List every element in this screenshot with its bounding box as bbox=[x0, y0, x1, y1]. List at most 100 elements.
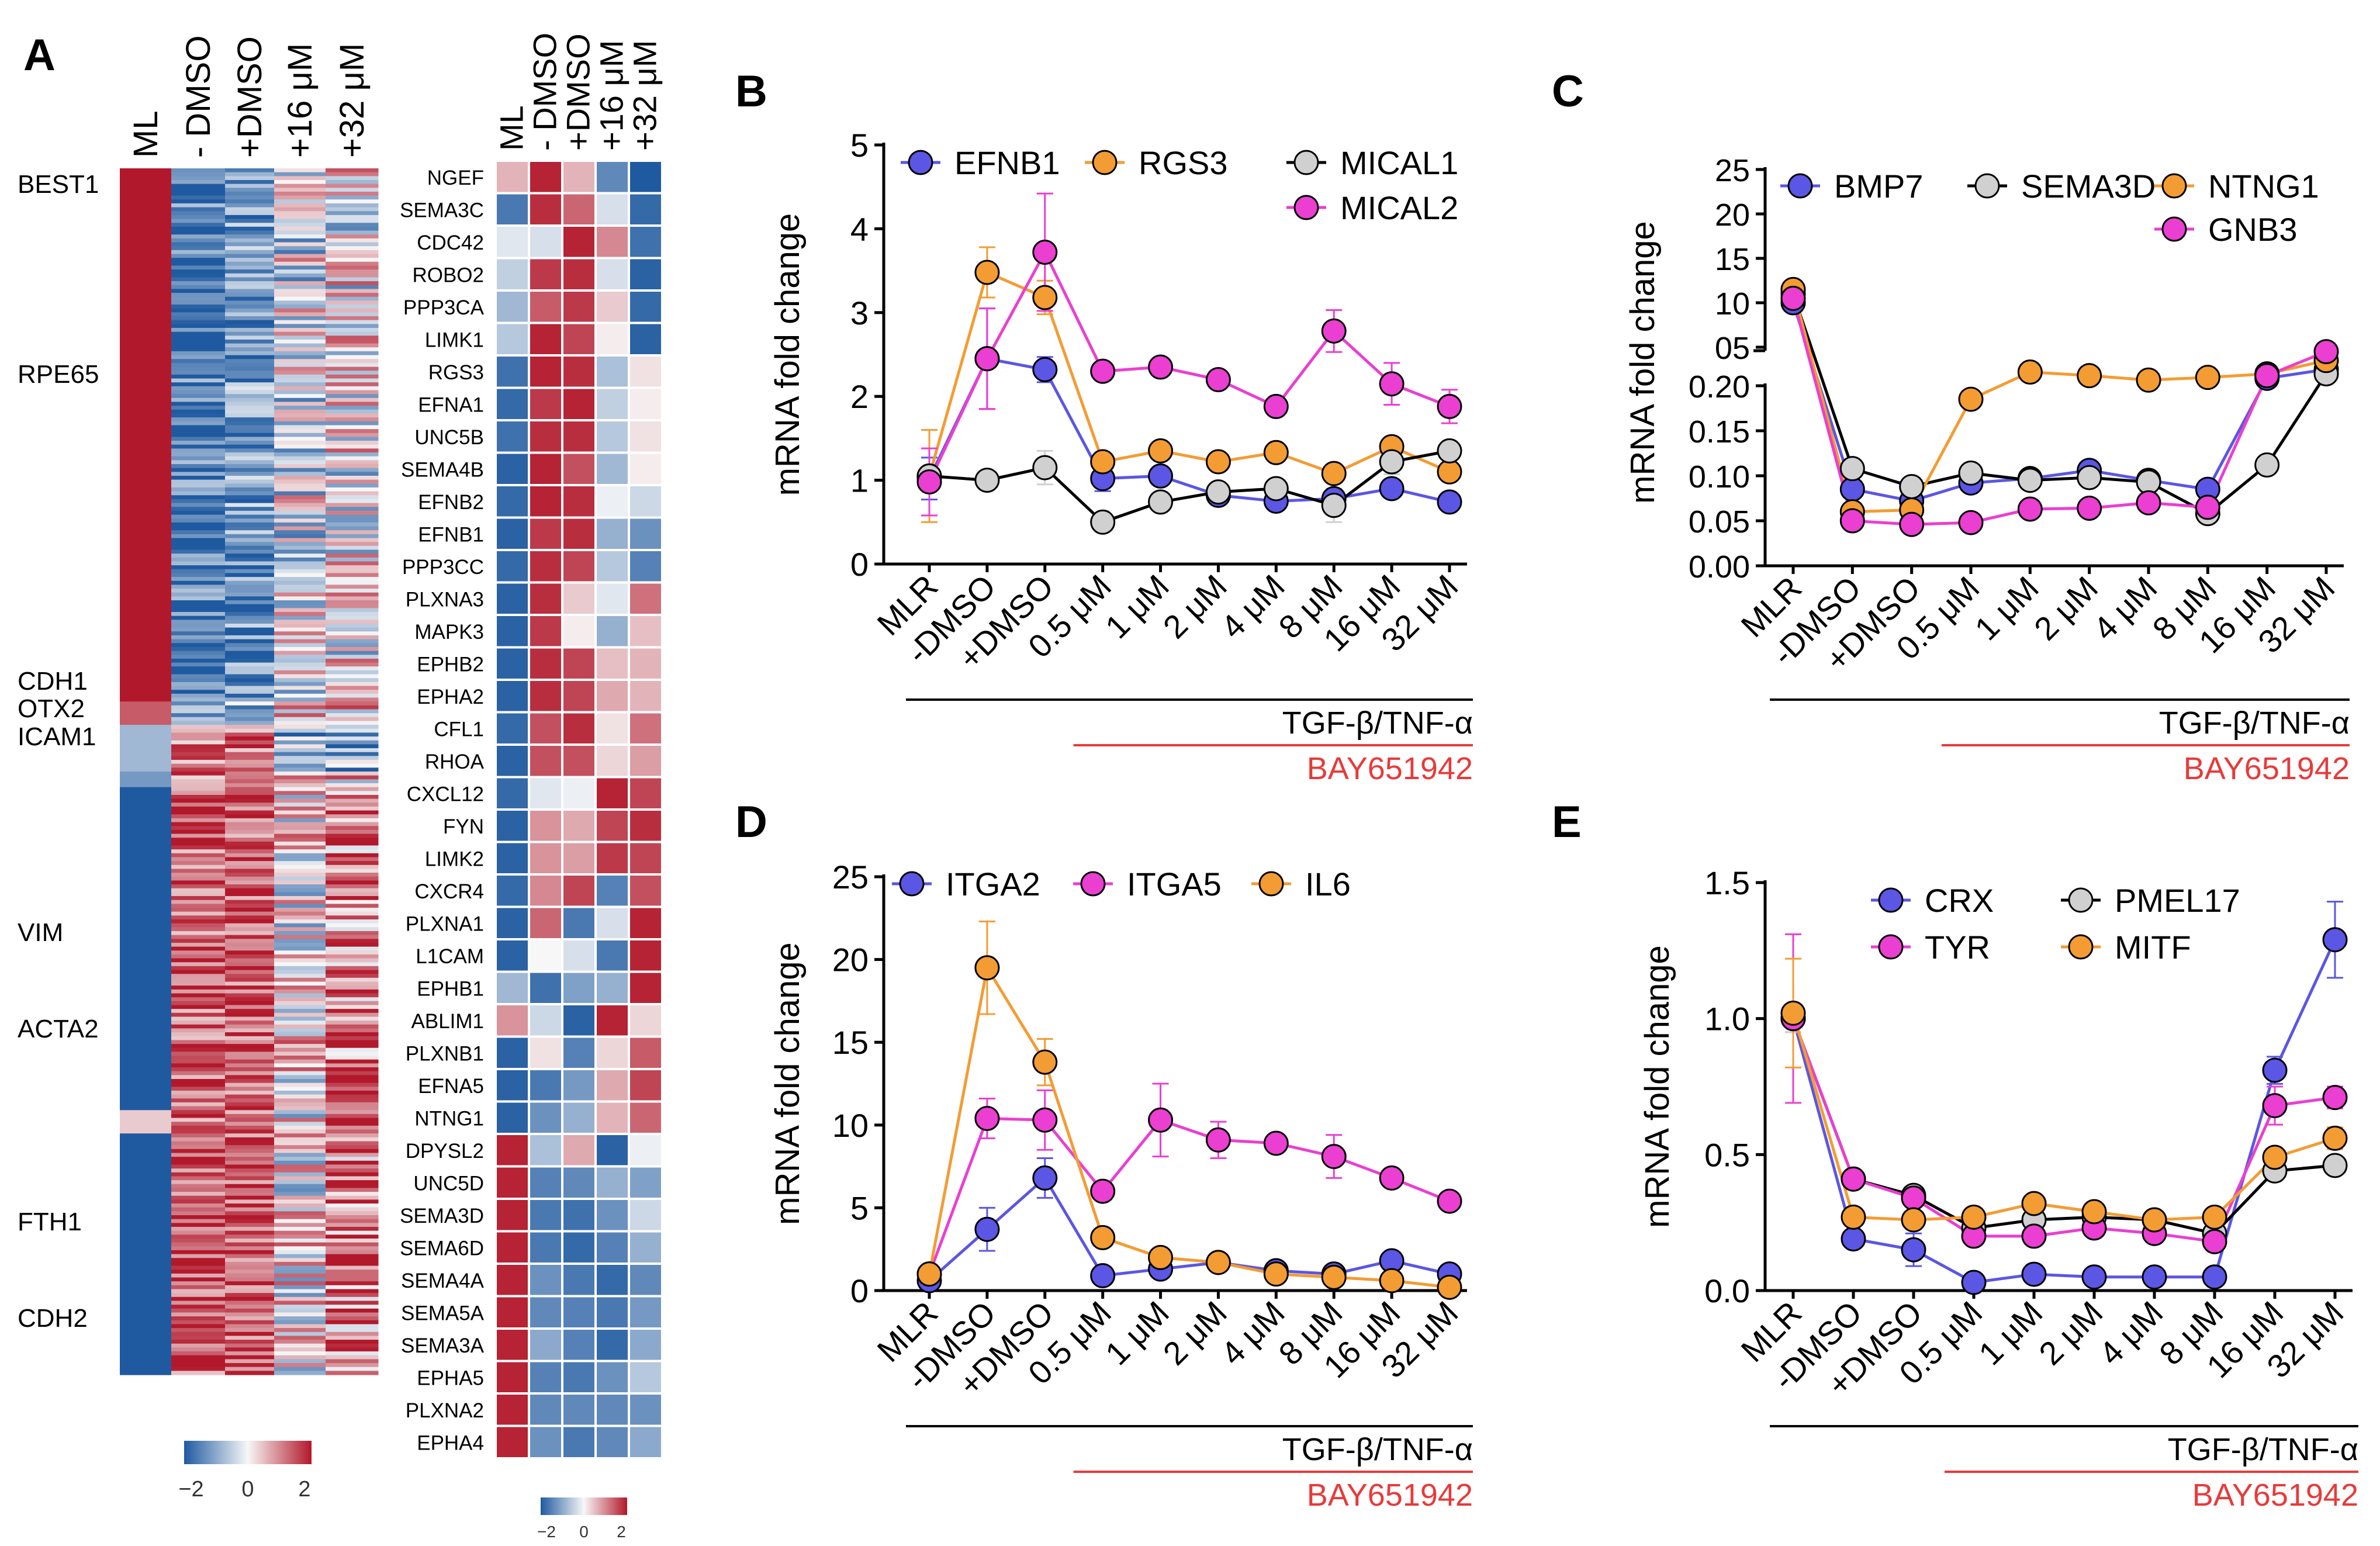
heatmap-a-cell bbox=[274, 857, 326, 862]
heatmap-a-cell bbox=[326, 168, 379, 173]
heatmap-genes-cell bbox=[628, 257, 663, 292]
heatmap-a-cell bbox=[120, 1106, 172, 1111]
heatmap-a-cell bbox=[326, 378, 379, 383]
heatmap-panel-a: A ML - DMSO +DMSO +16 μM +32 μM BEST1RPE65CD… bbox=[18, 30, 379, 1502]
heatmap-a-cell bbox=[326, 666, 379, 671]
heatmap-a-cell bbox=[326, 211, 379, 216]
heatmap-a-cell bbox=[326, 584, 379, 589]
heatmap-a-cell bbox=[171, 1230, 226, 1235]
heatmap-genes-row-label: EFNB1 bbox=[418, 523, 484, 546]
heatmap-a-cell bbox=[274, 1207, 326, 1212]
heatmap-a-cell bbox=[326, 623, 379, 628]
heatmap-a-cell bbox=[171, 1078, 226, 1084]
heatmap-a-cell bbox=[274, 1371, 326, 1375]
heatmap-a-cell bbox=[326, 686, 379, 690]
heatmap-a-cell bbox=[326, 966, 379, 971]
heatmap-genes-column-label: +16 μM bbox=[593, 40, 630, 151]
heatmap-a-cell bbox=[225, 433, 275, 438]
y-tick-label: 05 bbox=[1715, 331, 1750, 366]
data-point-RGS3 bbox=[974, 260, 1000, 285]
heatmap-a-cell bbox=[274, 1180, 326, 1185]
heatmap-a-cell bbox=[225, 1028, 275, 1033]
heatmap-a-cell bbox=[326, 1001, 379, 1006]
heatmap-a-cell bbox=[120, 803, 172, 807]
heatmap-a-cell bbox=[171, 1192, 226, 1196]
heatmap-genes-cell bbox=[561, 1327, 597, 1362]
heatmap-a-cell bbox=[274, 362, 326, 368]
heatmap-a-cell bbox=[171, 199, 226, 204]
heatmap-a-cell bbox=[120, 483, 172, 488]
heatmap-a-cell bbox=[171, 876, 226, 881]
heatmap-a-cell bbox=[120, 534, 172, 539]
heatmap-a-cell bbox=[171, 351, 226, 356]
heatmap-a-colorbar: −2 0 2 bbox=[178, 1441, 312, 1502]
heatmap-a-cell bbox=[120, 1160, 172, 1165]
legend-marker-BMP7 bbox=[1787, 173, 1813, 199]
heatmap-a-cell bbox=[225, 1032, 275, 1037]
heatmap-a-cell bbox=[120, 896, 172, 901]
heatmap-a-cell bbox=[171, 441, 226, 445]
heatmap-a-cell bbox=[274, 705, 326, 710]
heatmap-a-cell bbox=[326, 600, 379, 605]
heatmap-a-cell bbox=[171, 1351, 226, 1356]
heatmap-a-cell bbox=[326, 460, 379, 465]
heatmap-genes-cell bbox=[628, 970, 663, 1005]
heatmap-a-cell bbox=[171, 269, 226, 274]
heatmap-a-cell bbox=[171, 1242, 226, 1247]
legend-marker-ITGA5 bbox=[1080, 871, 1106, 897]
heatmap-a-cell bbox=[120, 1005, 172, 1009]
heatmap-genes-cell bbox=[594, 484, 630, 519]
heatmap-a-cell bbox=[171, 1328, 226, 1333]
legend-marker-NTNG1 bbox=[2161, 173, 2187, 199]
heatmap-genes-cell bbox=[561, 646, 597, 681]
heatmap-a-cell bbox=[326, 417, 379, 422]
heatmap-a-cell bbox=[274, 1009, 326, 1014]
heatmap-a-cell bbox=[326, 1308, 379, 1313]
heatmap-a-cell bbox=[274, 565, 326, 570]
heatmap-a-cell bbox=[225, 939, 275, 943]
heatmap-a-cell bbox=[171, 1250, 226, 1255]
heatmap-a-cell bbox=[326, 1184, 379, 1189]
heatmap-a-cell bbox=[326, 705, 379, 710]
treatment-label: TGF-β/TNF-α bbox=[2159, 705, 2350, 741]
heatmap-a-cell bbox=[120, 1234, 172, 1239]
heatmap-a-cell bbox=[225, 833, 275, 838]
heatmap-a-cell bbox=[171, 682, 226, 687]
data-point-TYR bbox=[1901, 1185, 1926, 1211]
heatmap-a-cell bbox=[171, 1265, 226, 1270]
heatmap-genes-cell bbox=[628, 1133, 663, 1168]
heatmap-a-cell bbox=[274, 1347, 326, 1352]
treatment-label: TGF-β/TNF-α bbox=[1282, 705, 1473, 741]
heatmap-genes-cell bbox=[628, 192, 663, 227]
heatmap-a-cell bbox=[274, 779, 326, 784]
heatmap-a-cell bbox=[326, 911, 379, 916]
heatmap-a-cell bbox=[120, 413, 172, 418]
heatmap-a-cell bbox=[326, 861, 379, 866]
heatmap-a-cell bbox=[274, 1296, 326, 1302]
heatmap-a-cell bbox=[171, 382, 226, 387]
heatmap-genes-cell bbox=[561, 938, 597, 973]
heatmap-a-cell bbox=[225, 261, 275, 267]
heatmap-a-cell bbox=[171, 413, 226, 418]
heatmap-a-cell bbox=[326, 1340, 379, 1344]
heatmap-a-cell bbox=[225, 1199, 275, 1204]
heatmap-a-cell bbox=[326, 838, 379, 842]
heatmap-a-cell bbox=[274, 623, 326, 628]
heatmap-a-cell bbox=[274, 269, 326, 274]
heatmap-a-cell bbox=[225, 760, 275, 765]
heatmap-genes-cell bbox=[628, 1165, 663, 1200]
heatmap-a-cell bbox=[326, 701, 379, 706]
legend-marker-MICAL1 bbox=[1293, 150, 1319, 175]
heatmap-a-cell bbox=[171, 464, 226, 469]
heatmap-genes-colorbar: −2 0 2 bbox=[537, 1497, 627, 1541]
heatmap-a-cell bbox=[274, 989, 326, 994]
heatmap-a-cell bbox=[171, 226, 226, 231]
heatmap-a-cell bbox=[274, 366, 326, 371]
heatmap-a-cell bbox=[274, 215, 326, 220]
heatmap-a-cell bbox=[326, 806, 379, 811]
heatmap-a-cell bbox=[225, 542, 275, 547]
heatmap-genes-row-label: LIMK1 bbox=[425, 328, 484, 351]
heatmap-genes-cell bbox=[528, 679, 563, 714]
heatmap-a-cell bbox=[274, 1336, 326, 1340]
heatmap-a-cell bbox=[120, 565, 172, 570]
